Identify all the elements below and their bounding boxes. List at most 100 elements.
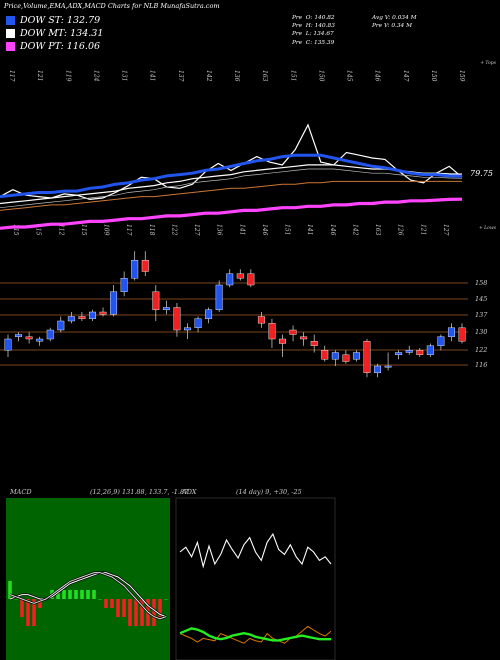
macd-hist-bar xyxy=(110,599,114,608)
macd-hist-bar xyxy=(86,590,90,599)
quote-box: Pre O: 140.82 Pre H: 140.83 Pre L: 134.6… xyxy=(292,14,335,47)
legend-row-mid: DOW MT: 134.31 xyxy=(6,27,103,40)
candle-body xyxy=(36,338,44,342)
price-tick-label: 145 xyxy=(475,295,487,303)
ema-top-label: 117 xyxy=(8,70,15,82)
price-tick-label: 122 xyxy=(475,346,487,354)
ema-top-label: 137 xyxy=(177,70,184,82)
adx-line xyxy=(179,627,331,642)
candle-body xyxy=(131,260,139,279)
candle-body xyxy=(374,365,382,373)
candle-body xyxy=(215,284,223,310)
adx-di-plus-line xyxy=(179,532,332,569)
candle-body xyxy=(352,352,360,360)
macd-hist-bar xyxy=(140,599,144,626)
candle-body xyxy=(152,291,160,310)
price-tick-label: 158 xyxy=(475,279,487,287)
legend-swatch-mid xyxy=(6,29,15,38)
macd-hist-bar xyxy=(122,599,126,617)
ema-top-label: 121 xyxy=(36,70,43,81)
ema-bottom-label: 118 xyxy=(148,224,155,236)
macd-panel-bg xyxy=(6,498,170,660)
candle-body xyxy=(46,329,54,340)
quote-prev-volume: Pre V: 0.34 M xyxy=(372,23,413,30)
ema-top-label: 145 xyxy=(346,70,353,82)
ema-bottom-label: 121 xyxy=(419,224,426,235)
ema-bottom-label: 115 xyxy=(80,224,87,236)
adx-di-minus-line xyxy=(179,625,332,644)
macd-hist-bar xyxy=(92,590,96,599)
macd-hist-bar xyxy=(98,599,102,600)
macd-hist-bar xyxy=(80,590,84,599)
candle-body xyxy=(426,345,434,355)
ema-bottom-label: 127 xyxy=(442,224,449,236)
candle-body xyxy=(15,334,23,337)
ema-top-label: 150 xyxy=(430,70,437,82)
ema-bottom-label: 146 xyxy=(261,224,268,236)
macd-hist-bar xyxy=(20,599,24,617)
legend-row-short: DOW ST: 132.79 xyxy=(6,14,103,27)
price-tick-label: 116 xyxy=(475,361,487,369)
ema-top-side-label: + Tops xyxy=(480,60,496,66)
ema-bottom-label: 146 xyxy=(329,224,336,236)
ema-top-label: 119 xyxy=(64,70,71,82)
ema-orange-line xyxy=(0,180,462,211)
ema-bottom-label: 151 xyxy=(284,224,291,235)
candle-body xyxy=(321,350,329,360)
macd-hist-bar xyxy=(26,599,30,626)
ema-top-label: 142 xyxy=(205,70,212,82)
ema-long-line xyxy=(0,197,463,230)
ema-bottom-label: 142 xyxy=(351,224,358,236)
legend-row-long: DOW PT: 116.06 xyxy=(6,40,103,53)
candle-body xyxy=(437,336,445,346)
legend-swatch-long xyxy=(6,42,15,51)
ema-top-label: 131 xyxy=(121,70,128,81)
macd-values: (12,26,9) 131.88, 133.7, -1.87 xyxy=(90,488,189,496)
candle-body xyxy=(99,311,107,315)
legend-swatch-short xyxy=(6,16,15,25)
candle-body xyxy=(236,273,244,279)
macd-line xyxy=(9,572,167,620)
candle-body xyxy=(25,336,33,340)
legend-label-mid: DOW MT: 134.31 xyxy=(20,28,104,39)
candle-body xyxy=(363,341,371,373)
candle-body xyxy=(184,327,191,331)
ema-bottom-label: 109 xyxy=(103,224,110,236)
candle-body xyxy=(268,323,276,340)
macd-hist-bar xyxy=(152,599,156,626)
candle-body xyxy=(279,338,286,344)
candle-body xyxy=(205,309,213,319)
ema-top-label: 146 xyxy=(374,70,381,82)
ema-last-value: 79.75 xyxy=(470,169,493,178)
price-tick-label: 137 xyxy=(475,311,488,319)
macd-hist-bar xyxy=(8,581,12,599)
ema-bottom-label: 141 xyxy=(238,224,245,235)
ema-bottom-label: 141 xyxy=(306,224,313,235)
ema-top-label: 124 xyxy=(92,70,99,82)
ema-top-label: 151 xyxy=(289,70,296,81)
ema-bottom-label: 136 xyxy=(216,224,223,236)
ema-top-label: 159 xyxy=(458,70,465,82)
legend-label-long: DOW PT: 116.06 xyxy=(20,41,101,52)
volume-box: Avg V: 0.034 M Pre V: 0.34 M xyxy=(372,14,417,30)
ema-top-label: 141 xyxy=(149,70,156,81)
ema-bottom-label: 122 xyxy=(170,224,177,236)
quote-avg-volume: Avg V: 0.034 M xyxy=(372,15,417,21)
candle-body xyxy=(257,316,265,324)
macd-label: MACD xyxy=(9,488,32,496)
ema-top-label: 163 xyxy=(261,70,268,82)
quote-high: Pre H: 140.83 xyxy=(292,23,335,30)
candle-body xyxy=(416,350,424,355)
macd-hist-bar xyxy=(164,599,168,600)
candle-body xyxy=(67,316,75,322)
candle-body xyxy=(162,307,170,310)
ema-mid-shadow-line xyxy=(0,168,463,209)
candle-body xyxy=(310,341,318,346)
price-tick-label: 130 xyxy=(475,328,487,336)
macd-hist-bar xyxy=(38,599,42,608)
adx-label: ADX xyxy=(181,488,197,496)
candle-body xyxy=(141,260,149,272)
macd-signal-line xyxy=(9,572,167,618)
candle-body xyxy=(331,352,339,360)
